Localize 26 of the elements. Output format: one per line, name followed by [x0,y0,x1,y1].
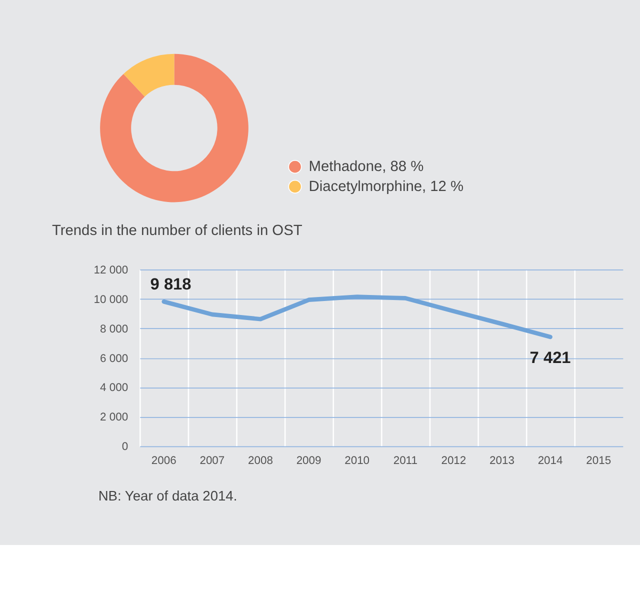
y-tick-label: 6 000 [100,352,128,365]
text: 9 818 [150,276,192,294]
text: NB: Year of data 2014. [98,488,238,504]
x-tick-label: 2011 [393,454,418,467]
x-tick-label: 2007 [200,454,225,467]
donut-slice [123,54,174,97]
legend-label: Diacetylmorphine, 12 % [308,178,464,195]
x-tick-label: 2008 [248,454,273,467]
x-tick-label: 2013 [490,454,514,467]
donut-slice [100,54,248,202]
y-tick-label: 0 [122,441,128,454]
text: 7 421 [530,348,571,367]
x-tick-label: 2012 [441,454,466,467]
chart-title: Trends in the number of clients in OST [52,222,302,239]
line-series [162,294,552,340]
y-tick-label: 12 000 [94,264,128,276]
y-tick-label: 4 000 [100,382,128,394]
y-tick-label: 10 000 [94,294,128,306]
y-tick-label: 8 000 [100,323,128,336]
x-tick-label: 2009 [296,454,322,467]
legend-label: Methadone, 88 % [308,159,424,176]
x-tick-label: 2006 [151,454,176,467]
y-tick-label: 2 000 [100,412,128,424]
x-tick-label: 2010 [344,454,370,467]
x-tick-label: 2014 [538,454,563,467]
x-tick-label: 2015 [586,454,612,467]
